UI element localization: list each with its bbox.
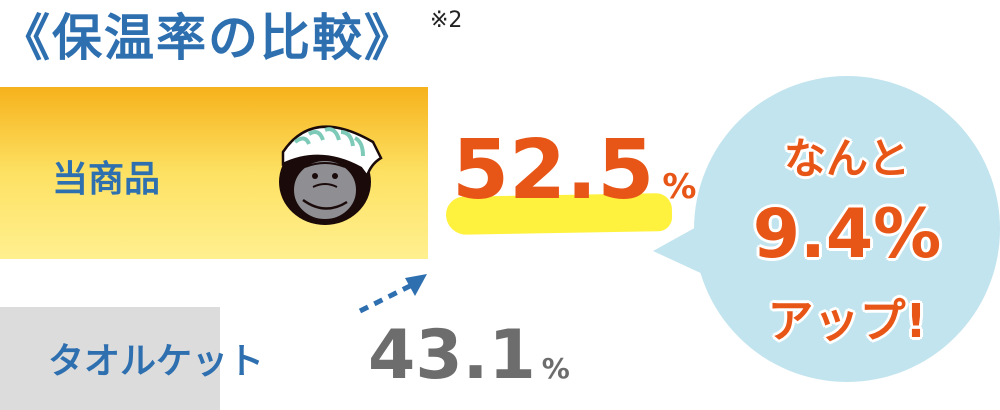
gorilla-face-icon <box>279 125 383 225</box>
footnote-mark: ※2 <box>430 8 463 33</box>
dashed-arrow-icon <box>358 274 427 314</box>
bar-label-this-product: 当商品 <box>52 159 161 200</box>
bubble-text-line3: アップ! <box>767 294 927 348</box>
value-label-this-product: 52.5% <box>452 130 696 212</box>
bar-towel-blanket <box>0 307 220 410</box>
bar-label-towel-blanket: タオルケット <box>48 341 265 382</box>
percent-unit: % <box>541 352 570 385</box>
percent-unit: % <box>662 167 697 207</box>
bubble-text-line1: なんと <box>783 134 910 183</box>
chart-title: 《保温率の比較》 <box>0 9 416 67</box>
value-number: 52.5 <box>452 123 655 218</box>
value-label-towel-blanket: 43.1% <box>368 322 570 390</box>
bubble-text-line2: 9.4% <box>752 195 942 274</box>
value-number: 43.1 <box>368 316 536 395</box>
